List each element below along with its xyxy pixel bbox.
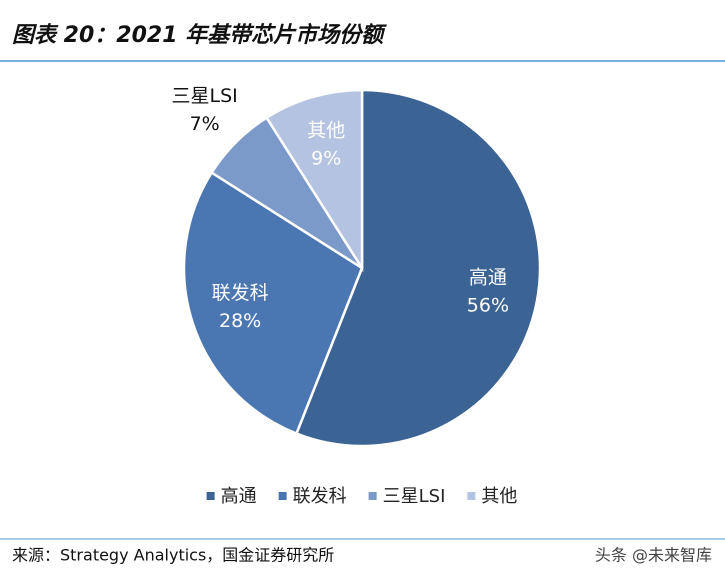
slice-label: 高通 bbox=[469, 267, 507, 289]
legend-marker bbox=[206, 492, 215, 500]
legend-label: 高通 bbox=[221, 486, 257, 507]
pie-slice bbox=[264, 88, 364, 273]
pie-slice bbox=[294, 88, 542, 448]
legend-marker bbox=[278, 492, 287, 500]
slice-value-label: 7% bbox=[190, 113, 220, 135]
legend-label: 其他 bbox=[481, 486, 517, 507]
pie-slice bbox=[182, 170, 364, 436]
slice-label: 其他 bbox=[307, 119, 345, 141]
chart-title: 图表 20：2021 年基带芯片市场份额 bbox=[12, 22, 387, 48]
slice-value-label: 9% bbox=[311, 147, 341, 169]
legend: 高通 联发科 三星LSI 其他 bbox=[206, 486, 517, 507]
legend-label: 联发科 bbox=[293, 486, 347, 507]
slice-label: 三星LSI bbox=[172, 85, 238, 107]
legend-label: 三星LSI bbox=[383, 486, 446, 507]
slice-label: 联发科 bbox=[212, 282, 269, 304]
source: 来源：Strategy Analytics，国金证券研究所 bbox=[12, 546, 334, 565]
legend-marker bbox=[467, 492, 476, 500]
slice-value-label: 56% bbox=[467, 295, 509, 317]
legend-marker bbox=[368, 492, 377, 500]
slice-value-label: 28% bbox=[219, 310, 261, 332]
watermark: 头条 @未来智库 bbox=[595, 546, 712, 565]
